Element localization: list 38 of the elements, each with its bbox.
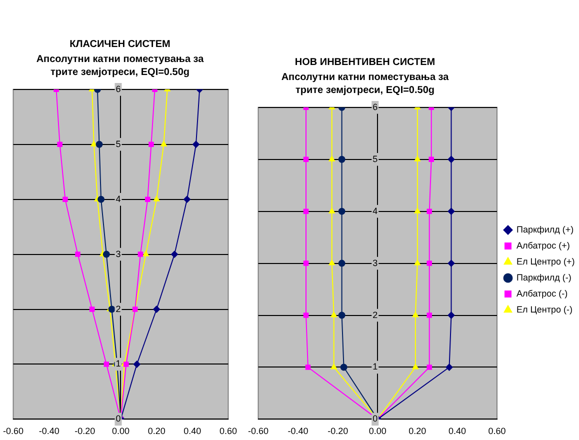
y-tick-label: 6: [372, 102, 378, 112]
y-tick-label: 1: [372, 362, 378, 372]
chart-subtitle: Апсолутни катни поместувања за трите земјотреси, EQI=0.50g: [35, 53, 205, 79]
chart-subtitle: Апсолутни катни поместувања за трите земјотреси, EQI=0.50g: [280, 71, 450, 97]
chart-title: КЛАСИЧЕН СИСТЕМ: [68, 38, 172, 51]
y-tick-label: 4: [372, 206, 378, 216]
x-tick-label: 0.20: [148, 426, 166, 436]
x-tick-label: -0.60: [3, 426, 24, 436]
y-tick-label: 4: [116, 194, 121, 204]
x-tick-label: 0.60: [219, 426, 238, 436]
legend-label: Ел Центро (-): [516, 304, 573, 314]
x-tick-label: 0.60: [488, 426, 506, 436]
legend-label: Ел Центро (+): [516, 256, 575, 266]
legend-label: Паркфилд (-): [516, 272, 572, 282]
legend-label: Паркфилд (+): [516, 224, 574, 234]
x-tick-label: -0.40: [288, 426, 308, 436]
y-tick-label: 3: [116, 248, 121, 259]
x-tick-label: 0.20: [408, 426, 426, 436]
chart-title: НОВ ИНВЕНТИВЕН СИСТЕМ: [294, 56, 436, 69]
x-tick-label: 0.40: [448, 426, 466, 436]
legend-label: Албатрос (+): [516, 240, 570, 250]
y-tick-label: 2: [116, 304, 121, 314]
y-tick-label: 0: [116, 414, 121, 424]
x-tick-label: 0.00: [368, 426, 386, 436]
y-tick-label: 5: [116, 138, 121, 149]
x-tick-label: 0.40: [184, 426, 202, 436]
legend-label: Албатрос (-): [516, 288, 568, 298]
y-tick-label: 1: [116, 358, 121, 369]
x-tick-label: 0.00: [112, 426, 130, 436]
y-tick-label: 2: [372, 310, 378, 320]
x-tick-label: -0.40: [38, 426, 60, 436]
x-tick-label: -0.60: [248, 426, 269, 436]
y-tick-label: 6: [116, 84, 121, 94]
y-tick-label: 5: [372, 154, 378, 164]
x-tick-label: -0.20: [328, 426, 348, 436]
x-tick-label: -0.20: [74, 426, 96, 436]
y-tick-label: 0: [372, 414, 378, 424]
y-tick-label: 3: [372, 258, 378, 268]
